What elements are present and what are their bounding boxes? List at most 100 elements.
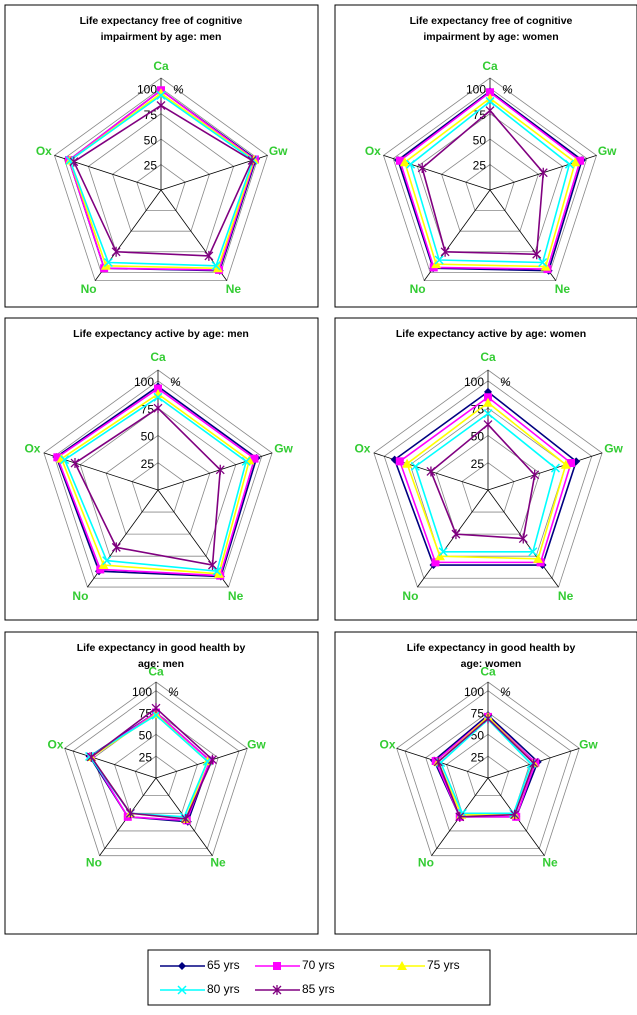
category-label: No: [72, 589, 88, 603]
marker: [564, 159, 574, 169]
category-label: Ne: [555, 282, 571, 296]
legend-label: 65 yrs: [207, 958, 240, 972]
grid-ring: [87, 113, 235, 253]
chart-title: Life expectancy active by age: women: [396, 328, 586, 340]
grid-ring: [72, 690, 240, 850]
spoke: [417, 489, 489, 588]
category-label: Ca: [482, 59, 498, 73]
category-label: No: [410, 282, 426, 296]
grid-ring: [112, 138, 210, 232]
r-tick-label: 25: [473, 159, 487, 173]
r-tick-label: 50: [471, 430, 485, 444]
series-line: [403, 97, 577, 268]
r-tick-label: 100: [132, 685, 152, 699]
grid-ring: [404, 690, 572, 850]
r-tick-label: 50: [144, 133, 158, 147]
chart-title: Life expectancy in good health by: [407, 642, 576, 654]
marker: [273, 962, 281, 970]
marker: [208, 560, 217, 571]
series-line: [69, 94, 254, 267]
r-tick-label: 100: [134, 375, 154, 389]
grid-ring: [134, 755, 178, 797]
marker: [205, 756, 214, 765]
marker: [111, 246, 121, 257]
marker: [433, 756, 443, 767]
marker: [483, 397, 493, 407]
category-label: Ca: [153, 59, 169, 73]
category-label: Ne: [558, 589, 574, 603]
marker: [550, 463, 560, 473]
series-line: [434, 715, 537, 818]
chart-title: impairment by age: men: [101, 31, 222, 43]
marker: [438, 547, 448, 557]
marker: [451, 529, 461, 540]
grid-ring: [93, 712, 219, 832]
marker: [70, 458, 80, 469]
spoke: [160, 155, 268, 191]
r-tick-label: 75: [471, 707, 485, 721]
marker: [538, 257, 548, 268]
unit-label: %: [500, 375, 511, 389]
marker: [156, 100, 166, 111]
marker: [154, 384, 162, 393]
category-label: Gw: [247, 738, 266, 752]
marker: [538, 167, 548, 178]
grid-ring: [466, 755, 510, 797]
series-line: [439, 718, 533, 815]
outer-grid: [383, 77, 597, 282]
marker: [485, 96, 495, 106]
grid-ring: [131, 462, 185, 513]
marker: [529, 758, 539, 769]
marker: [560, 459, 571, 469]
grid-ring: [63, 87, 259, 273]
category-label: Ca: [148, 665, 164, 679]
series-line: [60, 393, 251, 575]
marker: [410, 461, 420, 471]
unit-label: %: [170, 375, 181, 389]
category-label: No: [402, 589, 418, 603]
marker: [207, 754, 217, 765]
series-line: [398, 396, 572, 564]
category-label: Gw: [579, 738, 598, 752]
series-line: [72, 104, 254, 257]
marker: [153, 403, 163, 414]
marker: [567, 459, 576, 468]
marker: [402, 458, 413, 468]
marker: [86, 751, 96, 762]
spoke: [487, 452, 603, 491]
series-line: [406, 401, 567, 560]
marker: [431, 757, 440, 766]
marker: [156, 88, 166, 98]
marker: [528, 547, 538, 557]
chart-title: Life expectancy in good health by: [77, 642, 246, 654]
unit-label: %: [502, 82, 513, 96]
panel-frame: [4, 631, 319, 935]
marker: [406, 159, 416, 169]
marker: [69, 156, 79, 167]
series-line: [90, 707, 214, 820]
marker: [395, 457, 404, 466]
marker: [177, 985, 187, 995]
r-tick-label: 100: [464, 375, 484, 389]
marker: [215, 464, 225, 475]
marker: [483, 409, 493, 419]
marker: [111, 542, 121, 553]
category-label: No: [418, 856, 434, 870]
marker: [211, 261, 221, 271]
category-label: Gw: [604, 441, 623, 455]
category-label: Gw: [598, 144, 617, 158]
legend-label: 80 yrs: [207, 982, 240, 996]
marker: [570, 157, 581, 167]
category-label: Ox: [48, 738, 64, 752]
marker: [250, 454, 259, 463]
series-line: [399, 91, 581, 270]
category-label: Ne: [210, 856, 226, 870]
grid-ring: [383, 380, 593, 579]
category-label: Gw: [274, 441, 293, 455]
series-line: [56, 387, 256, 577]
r-tick-label: 75: [473, 108, 487, 122]
category-label: Ca: [480, 665, 496, 679]
unit-label: %: [173, 82, 184, 96]
panel-frame: [334, 631, 637, 935]
chart-title: impairment by age: women: [423, 31, 558, 43]
